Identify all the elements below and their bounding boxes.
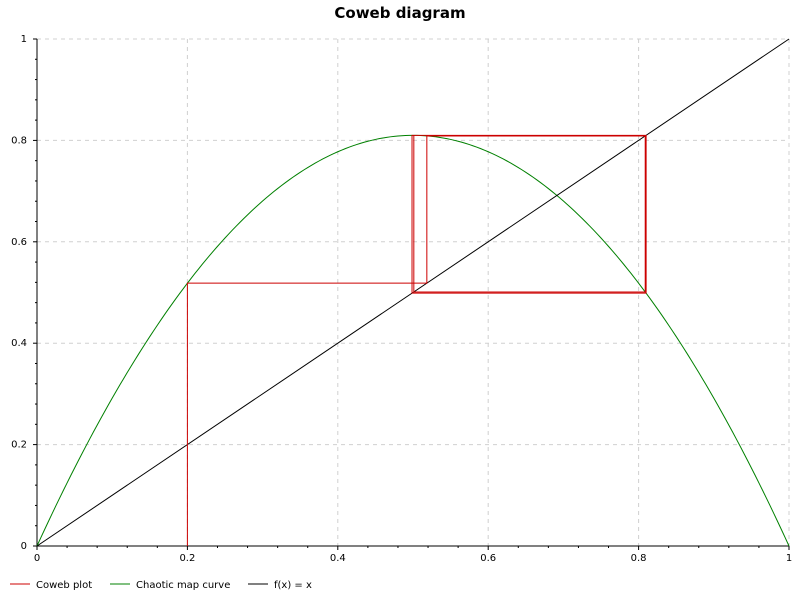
legend-label: Coweb plot — [36, 580, 92, 591]
identity-line — [36, 38, 790, 547]
legend: Coweb plot Chaotic map curve f(x) = x — [10, 580, 312, 591]
y-tick-label: 0.6 — [11, 237, 27, 248]
plot-area — [36, 38, 790, 547]
chaotic-map-curve-line — [36, 134, 790, 547]
ticks: 0 0.2 0.4 0.6 0.8 1 0 0.2 0.4 0.6 0.8 1 — [11, 34, 792, 564]
x-tick-label: 1 — [786, 553, 792, 564]
y-tick-label: 0.8 — [11, 135, 27, 146]
y-tick-label: 0.4 — [11, 338, 27, 349]
chart-title: Coweb diagram — [334, 4, 465, 22]
x-tick-label: 0.4 — [330, 553, 346, 564]
grid — [37, 38, 790, 546]
y-tick-label: 1 — [21, 34, 27, 45]
legend-label: f(x) = x — [274, 580, 312, 591]
x-tick-label: 0.6 — [480, 553, 496, 564]
y-tick-label: 0 — [21, 541, 27, 552]
coweb-plot-line — [186, 134, 647, 546]
x-tick-label: 0.2 — [179, 553, 195, 564]
x-tick-label: 0 — [34, 553, 40, 564]
legend-label: Chaotic map curve — [136, 580, 230, 591]
y-tick-label: 0.2 — [11, 440, 27, 451]
axes — [36, 39, 789, 547]
x-tick-label: 0.8 — [631, 553, 647, 564]
